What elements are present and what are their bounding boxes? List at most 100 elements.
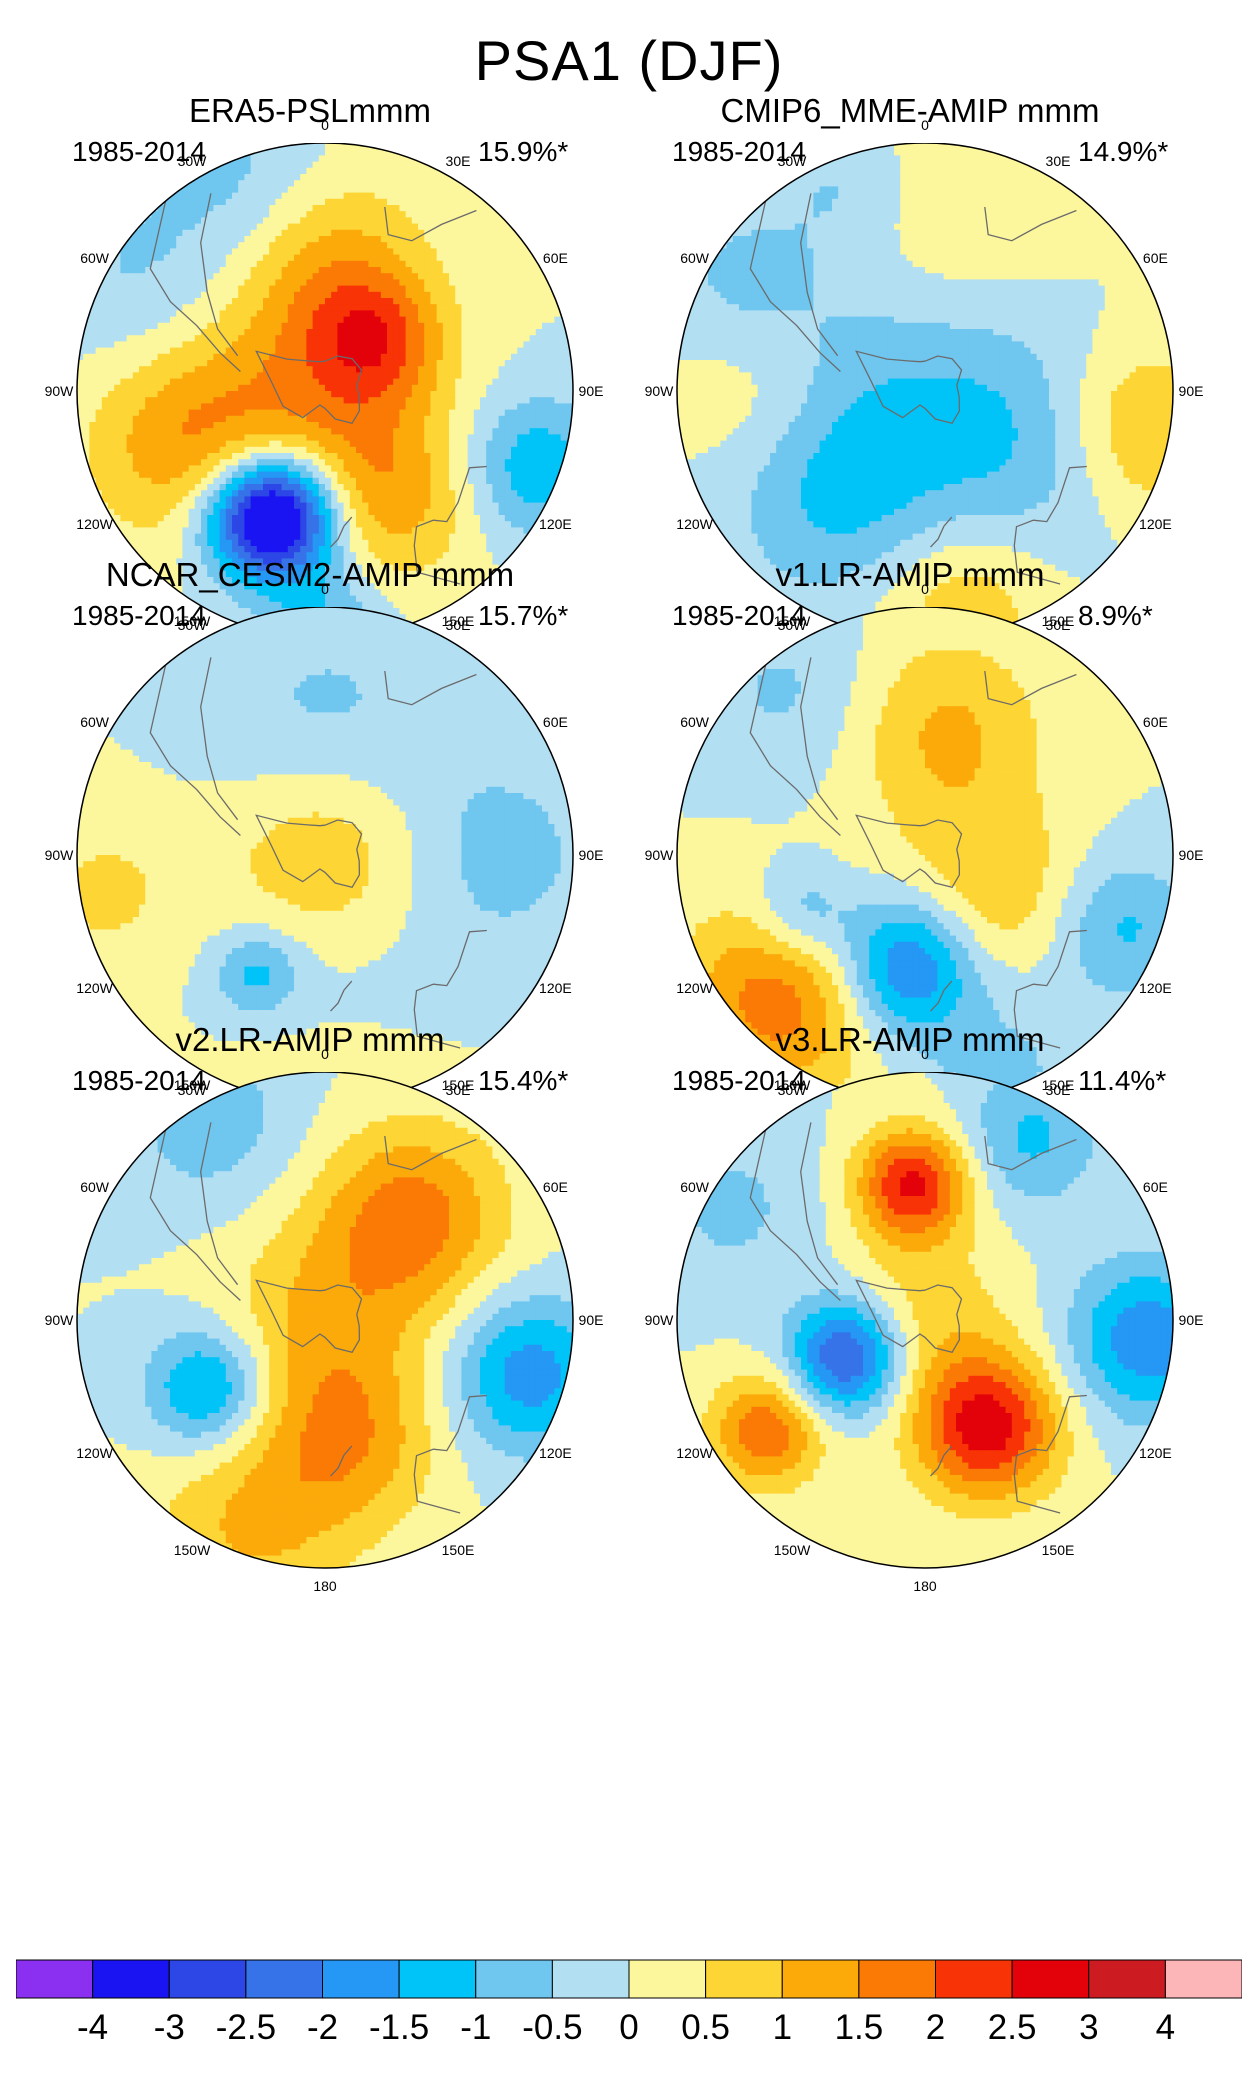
contour-cell — [349, 552, 357, 559]
contour-cell — [362, 248, 369, 256]
contour-cell — [114, 378, 121, 386]
contour-cell — [163, 440, 171, 448]
contour-cell — [517, 459, 524, 466]
contour-cell — [182, 384, 190, 392]
contour-cell — [498, 415, 506, 423]
contour-cell — [455, 229, 462, 237]
contour-cell — [374, 546, 382, 553]
contour-cell — [535, 459, 543, 466]
contour-cell — [436, 267, 444, 274]
contour-cell — [380, 143, 388, 150]
contour-cell — [145, 552, 152, 559]
contour-cell — [349, 527, 357, 535]
contour-cell — [300, 167, 307, 175]
contour-cell — [145, 508, 152, 516]
contour-cell — [176, 298, 183, 305]
contour-cell — [300, 508, 307, 516]
contour-cell — [436, 496, 444, 504]
contour-cell — [337, 291, 345, 299]
contour-cell — [461, 242, 469, 249]
contour-cell — [139, 285, 146, 293]
contour-cell — [306, 378, 314, 386]
contour-cell — [269, 242, 276, 249]
contour-cell — [250, 440, 258, 448]
contour-cell — [312, 391, 320, 398]
contour-cell — [151, 515, 159, 522]
contour-cell — [442, 453, 450, 460]
contour-cell — [294, 329, 301, 336]
contour-cell — [349, 484, 357, 491]
contour-cell — [194, 360, 202, 367]
contour-cell — [523, 372, 531, 380]
contour-cell — [449, 515, 456, 522]
contour-cell — [449, 236, 456, 243]
contour-cell — [132, 384, 140, 392]
contour-cell — [356, 205, 363, 212]
contour-cell — [89, 403, 97, 411]
contour-cell — [511, 446, 518, 454]
contour-cell — [318, 254, 326, 262]
contour-cell — [232, 192, 239, 200]
contour-cell — [325, 186, 332, 194]
contour-cell — [362, 527, 369, 535]
contour-cell — [182, 558, 190, 566]
contour-cell — [343, 285, 351, 293]
contour-cell — [467, 428, 475, 435]
contour-cell — [306, 360, 314, 367]
contour-cell — [486, 558, 493, 566]
contour-cell — [511, 459, 518, 466]
contour-cell — [170, 223, 177, 231]
contour-cell — [201, 347, 208, 355]
contour-cell — [108, 391, 115, 398]
contour-cell — [219, 558, 227, 566]
contour-cell — [275, 515, 283, 522]
contour-cell — [170, 527, 177, 535]
contour-cell — [132, 539, 140, 547]
contour-cell — [529, 366, 537, 373]
contour-cell — [126, 477, 134, 485]
contour-cell — [188, 558, 196, 566]
contour-cell — [95, 422, 103, 429]
contour-cell — [108, 409, 115, 417]
contour-cell — [473, 353, 481, 361]
contour-cell — [120, 267, 128, 274]
contour-cell — [331, 143, 338, 150]
contour-cell — [325, 267, 332, 274]
contour-cell — [294, 143, 301, 150]
contour-cell — [486, 502, 493, 510]
contour-cell — [517, 446, 524, 454]
contour-cell — [517, 316, 524, 324]
contour-cell — [250, 471, 258, 479]
contour-cell — [312, 298, 320, 305]
contour-cell — [560, 384, 568, 392]
contour-cell — [449, 477, 456, 485]
contour-cell — [163, 236, 171, 243]
contour-cell — [300, 477, 307, 485]
contour-cell — [275, 471, 283, 479]
contour-cell — [89, 397, 97, 404]
contour-cell — [238, 415, 245, 423]
contour-cell — [101, 434, 109, 442]
contour-cell — [176, 254, 183, 262]
contour-cell — [548, 304, 555, 311]
contour-cell — [504, 533, 512, 541]
contour-cell — [182, 546, 190, 553]
contour-cell — [263, 341, 270, 349]
contour-cell — [219, 267, 227, 274]
contour-cell — [238, 167, 245, 175]
contour-cell — [480, 353, 487, 361]
contour-cell — [263, 564, 270, 572]
contour-cell — [194, 515, 202, 522]
contour-cell — [312, 453, 320, 460]
contour-cell — [337, 279, 345, 287]
contour-cell — [387, 211, 394, 218]
contour-cell — [486, 409, 493, 417]
contour-cell — [393, 254, 400, 262]
contour-cell — [250, 552, 258, 559]
contour-cell — [411, 577, 419, 584]
contour-cell — [436, 291, 444, 299]
contour-cell — [256, 347, 264, 355]
contour-cell — [139, 384, 146, 392]
contour-cell — [430, 273, 438, 280]
contour-cell — [188, 521, 196, 528]
